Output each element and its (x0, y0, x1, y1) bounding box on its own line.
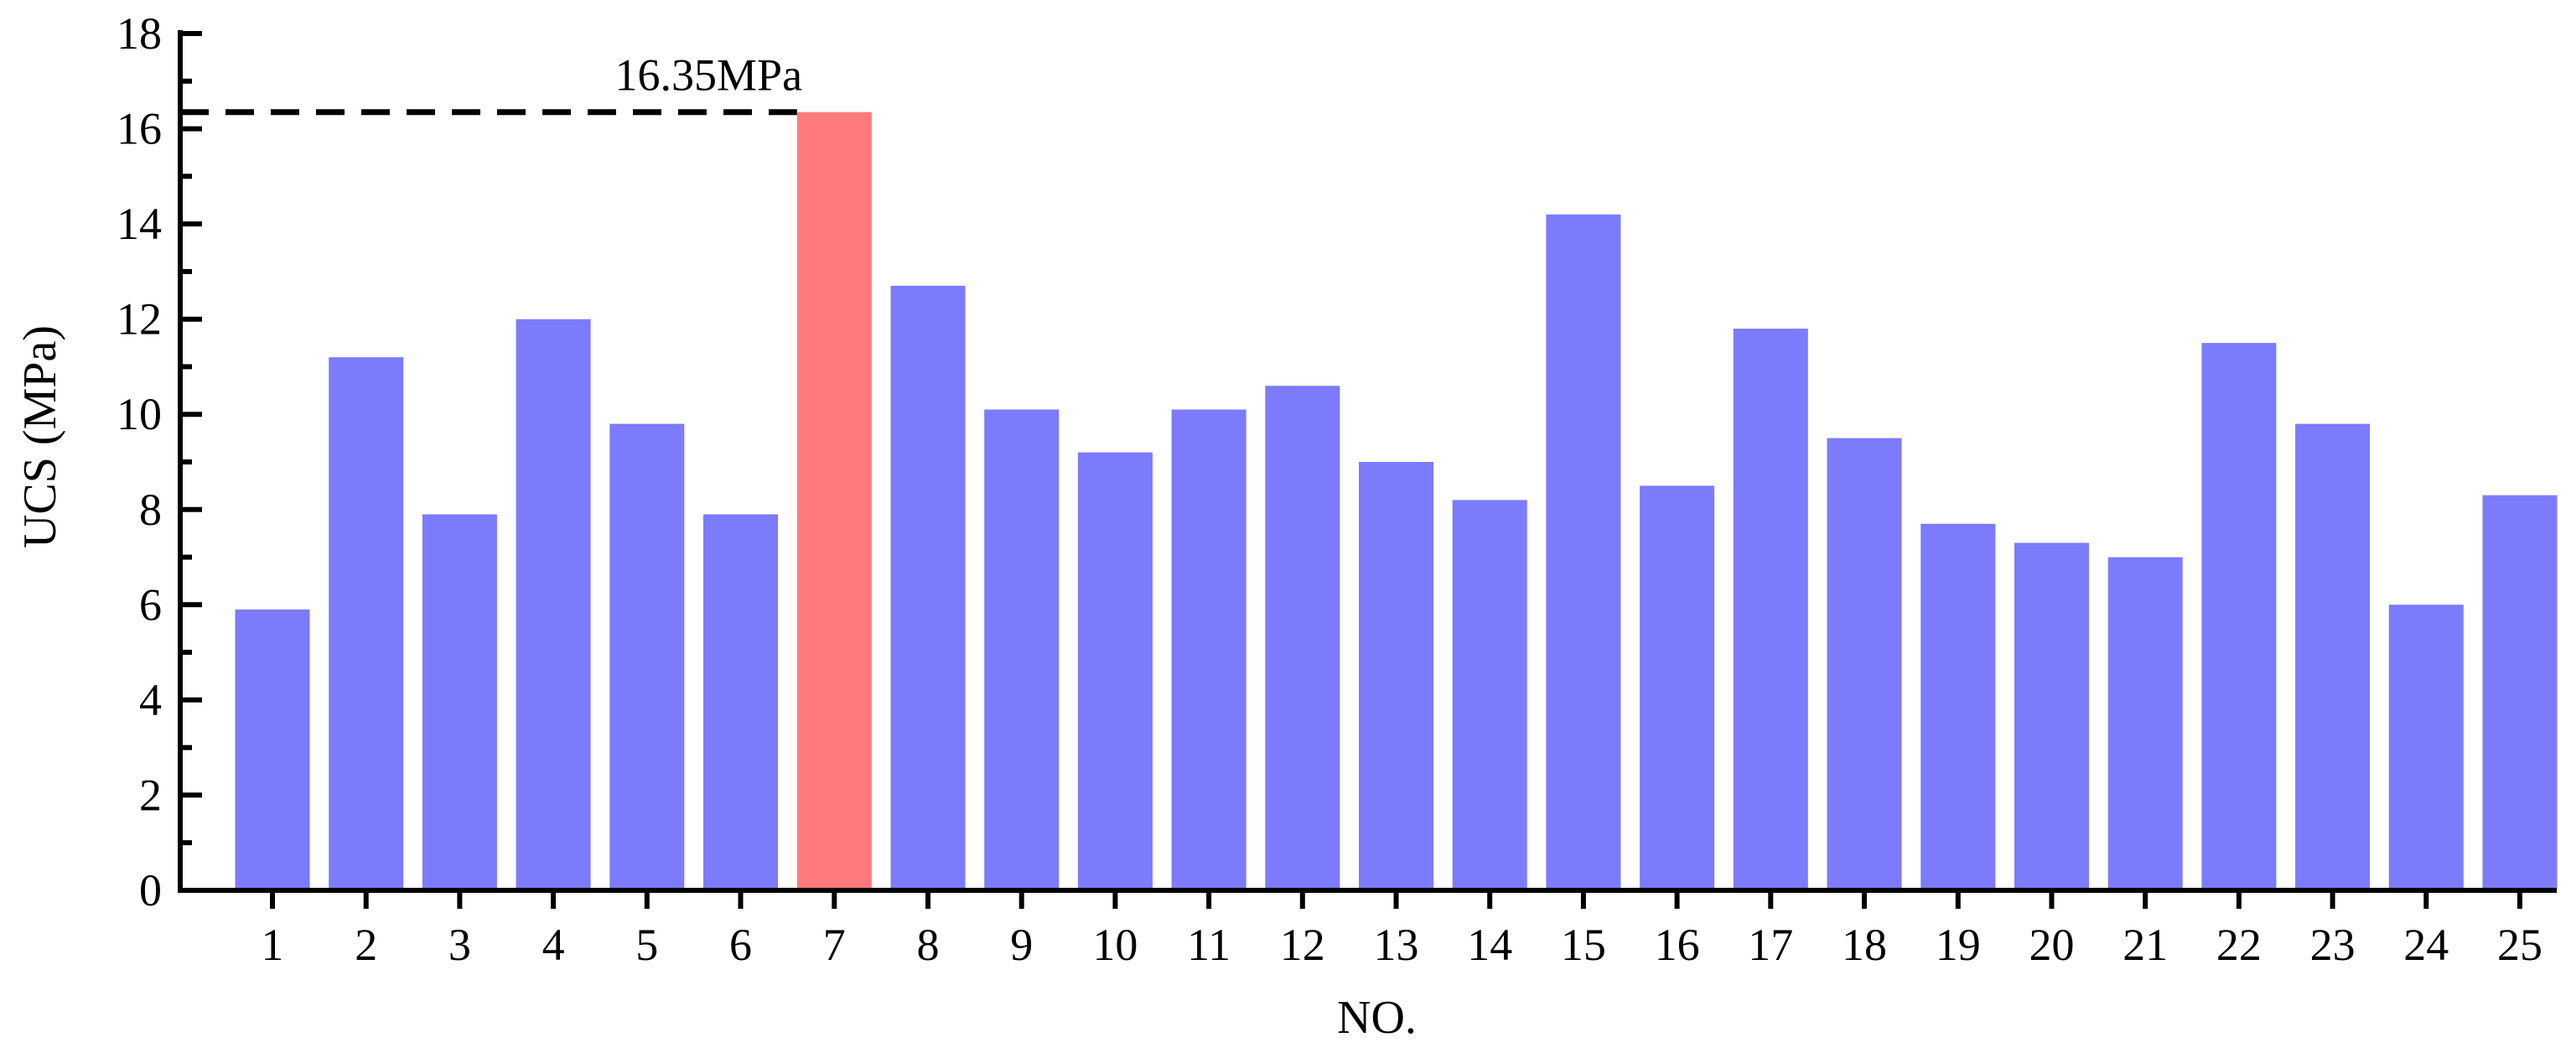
bar-12 (1265, 386, 1340, 890)
bar-6 (703, 514, 778, 890)
x-tick-label: 16 (1655, 920, 1700, 970)
bar-1 (235, 609, 310, 890)
axes-layer (178, 30, 2557, 909)
bar-24 (2388, 604, 2464, 890)
y-tick-label: 12 (117, 294, 162, 345)
x-tick-label: 17 (1748, 920, 1793, 970)
bars-layer (235, 112, 2558, 891)
y-tick-label: 8 (139, 485, 162, 535)
x-tick-label: 12 (1280, 920, 1325, 970)
x-tick-label: 22 (2216, 920, 2262, 970)
bar-25 (2482, 495, 2558, 890)
x-tick-label: 18 (1842, 920, 1887, 970)
x-tick-label: 7 (823, 920, 846, 970)
y-tick-label: 6 (139, 579, 162, 630)
x-tick-label: 24 (2403, 920, 2449, 970)
y-tick-label: 16 (117, 104, 162, 154)
bar-11 (1171, 409, 1247, 890)
bar-16 (1640, 485, 1715, 890)
y-axis-title: UCS (MPa) (14, 325, 66, 548)
x-tick-label: 6 (729, 920, 752, 970)
bar-17 (1733, 329, 1808, 890)
x-tick-label: 13 (1374, 920, 1419, 970)
x-tick-label: 3 (448, 920, 471, 970)
x-tick-label: 1 (262, 920, 284, 970)
x-tick-label: 19 (1936, 920, 1981, 970)
x-tick-label: 23 (2310, 920, 2356, 970)
bar-14 (1452, 500, 1527, 890)
x-tick-label: 11 (1187, 920, 1231, 970)
bar-23 (2295, 423, 2371, 891)
y-tick-label: 4 (139, 675, 162, 725)
bar-4 (516, 319, 591, 890)
bar-13 (1359, 462, 1433, 890)
y-tick-label: 2 (139, 770, 162, 820)
bar-20 (2014, 542, 2089, 890)
bar-9 (984, 409, 1060, 890)
x-tick-label: 15 (1561, 920, 1606, 970)
y-tick-label: 14 (117, 199, 162, 249)
x-tick-label: 9 (1010, 920, 1033, 970)
x-tick-label: 2 (355, 920, 377, 970)
y-tick-label: 18 (117, 8, 162, 59)
x-tick-label: 14 (1467, 920, 1512, 970)
bar-7 (796, 112, 872, 890)
bar-10 (1077, 452, 1153, 890)
peak-annotation-label: 16.35MPa (615, 50, 803, 101)
x-tick-label: 10 (1092, 920, 1138, 970)
bar-2 (329, 357, 404, 891)
x-tick-label: 4 (542, 920, 565, 970)
x-tick-label: 25 (2497, 920, 2542, 970)
x-tick-label: 20 (2029, 920, 2075, 970)
y-tick-label: 0 (139, 865, 162, 915)
bar-18 (1827, 438, 1902, 890)
bar-22 (2201, 343, 2277, 891)
x-tick-label: 8 (917, 920, 940, 970)
x-tick-label: 5 (635, 920, 658, 970)
bar-21 (2107, 557, 2183, 890)
x-tick-label: 21 (2122, 920, 2168, 970)
bar-19 (1920, 523, 1996, 890)
bar-8 (890, 285, 966, 890)
bar-15 (1546, 214, 1621, 891)
x-axis-title: NO. (1337, 992, 1417, 1044)
y-tick-label: 10 (117, 389, 162, 439)
bar-3 (422, 514, 497, 890)
bar-5 (609, 423, 685, 891)
